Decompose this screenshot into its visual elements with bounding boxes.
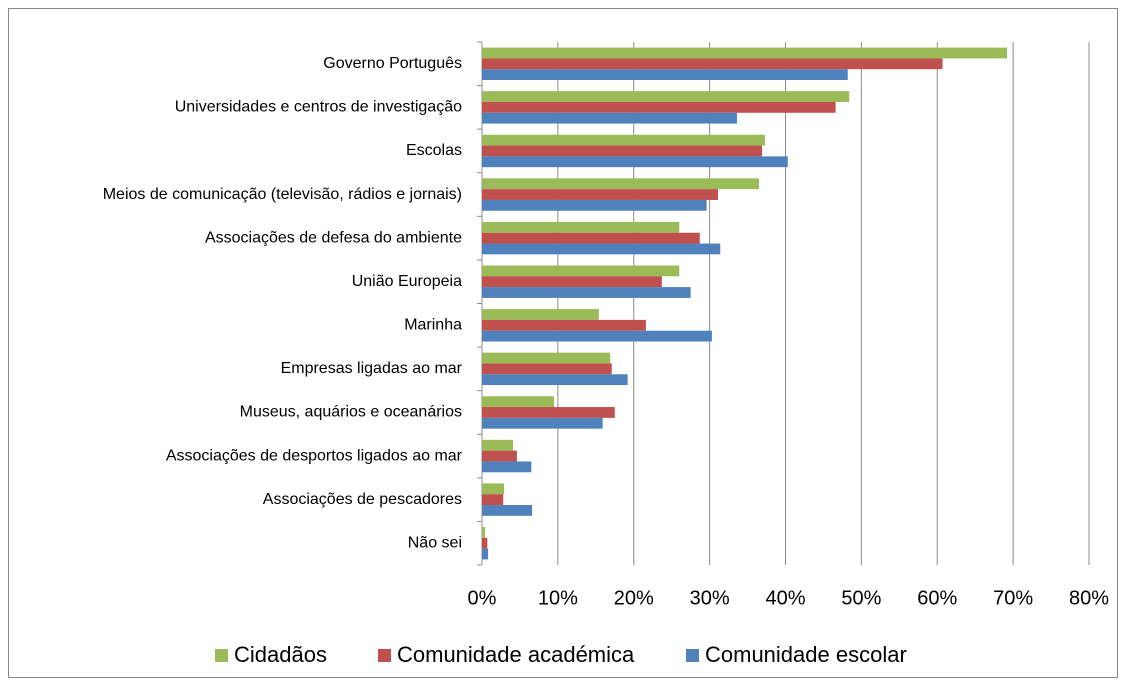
bar	[482, 439, 514, 451]
x-tick-label: 20%	[614, 587, 654, 609]
bar	[482, 527, 486, 538]
bar	[482, 232, 700, 244]
bar	[482, 407, 615, 418]
legend-label: Comunidade académica	[397, 642, 635, 667]
bar	[482, 243, 721, 255]
x-tick-label: 30%	[690, 587, 730, 609]
bar	[482, 417, 603, 429]
bar	[482, 450, 517, 462]
bar	[482, 330, 712, 342]
bar	[482, 309, 599, 320]
legend-label: Cidadãos	[234, 642, 327, 667]
bar	[482, 396, 555, 408]
legend-swatch	[378, 649, 391, 662]
bar	[482, 58, 943, 70]
bar	[482, 101, 836, 113]
x-tick-label: 60%	[917, 587, 957, 609]
bar	[482, 91, 850, 102]
legend-label: Comunidade escolar	[705, 642, 907, 667]
x-tick-label: 70%	[993, 587, 1033, 609]
bar	[482, 483, 505, 495]
y-tick-label: Associações de desportos ligados ao mar	[166, 447, 463, 464]
y-tick-label: Marinha	[404, 317, 462, 334]
y-tick-label: Meios de comunicação (televisão, rádios …	[103, 186, 462, 203]
bar	[482, 276, 662, 288]
bar	[482, 461, 532, 473]
bar	[482, 178, 759, 190]
bar	[482, 221, 680, 233]
x-tick-label: 40%	[765, 587, 805, 609]
bar	[482, 112, 737, 124]
y-tick-label: Universidades e centros de investigação	[175, 99, 462, 116]
y-tick-label: União Europeia	[352, 273, 462, 290]
bar	[482, 352, 611, 364]
y-tick-label: Associações de pescadores	[263, 491, 462, 508]
x-tick-label: 50%	[841, 587, 881, 609]
legend-swatch	[215, 649, 228, 662]
bar	[482, 156, 788, 168]
bar	[482, 494, 504, 506]
bar	[482, 287, 691, 298]
x-tick-label: 10%	[538, 587, 578, 609]
y-tick-label: Empresas ligadas ao mar	[281, 360, 463, 377]
legend-swatch	[686, 649, 699, 662]
bar	[482, 548, 489, 560]
bar	[482, 69, 848, 80]
bar	[482, 265, 680, 277]
bar	[482, 374, 628, 386]
bar	[482, 145, 762, 157]
bar	[482, 505, 533, 516]
bar	[482, 47, 1008, 59]
y-tick-label: Museus, aquários e oceanários	[240, 404, 462, 421]
bar	[482, 537, 488, 549]
bar	[482, 189, 718, 200]
y-tick-label: Governo Português	[323, 55, 462, 72]
y-tick-label: Escolas	[406, 142, 462, 159]
x-tick-label: 0%	[468, 587, 497, 609]
bar	[482, 134, 766, 146]
y-tick-label: Associações de defesa do ambiente	[205, 229, 462, 246]
bar	[482, 199, 707, 211]
bar	[482, 319, 646, 331]
x-tick-label: 80%	[1069, 587, 1109, 609]
y-tick-label: Não sei	[408, 534, 462, 551]
bar	[482, 363, 612, 375]
